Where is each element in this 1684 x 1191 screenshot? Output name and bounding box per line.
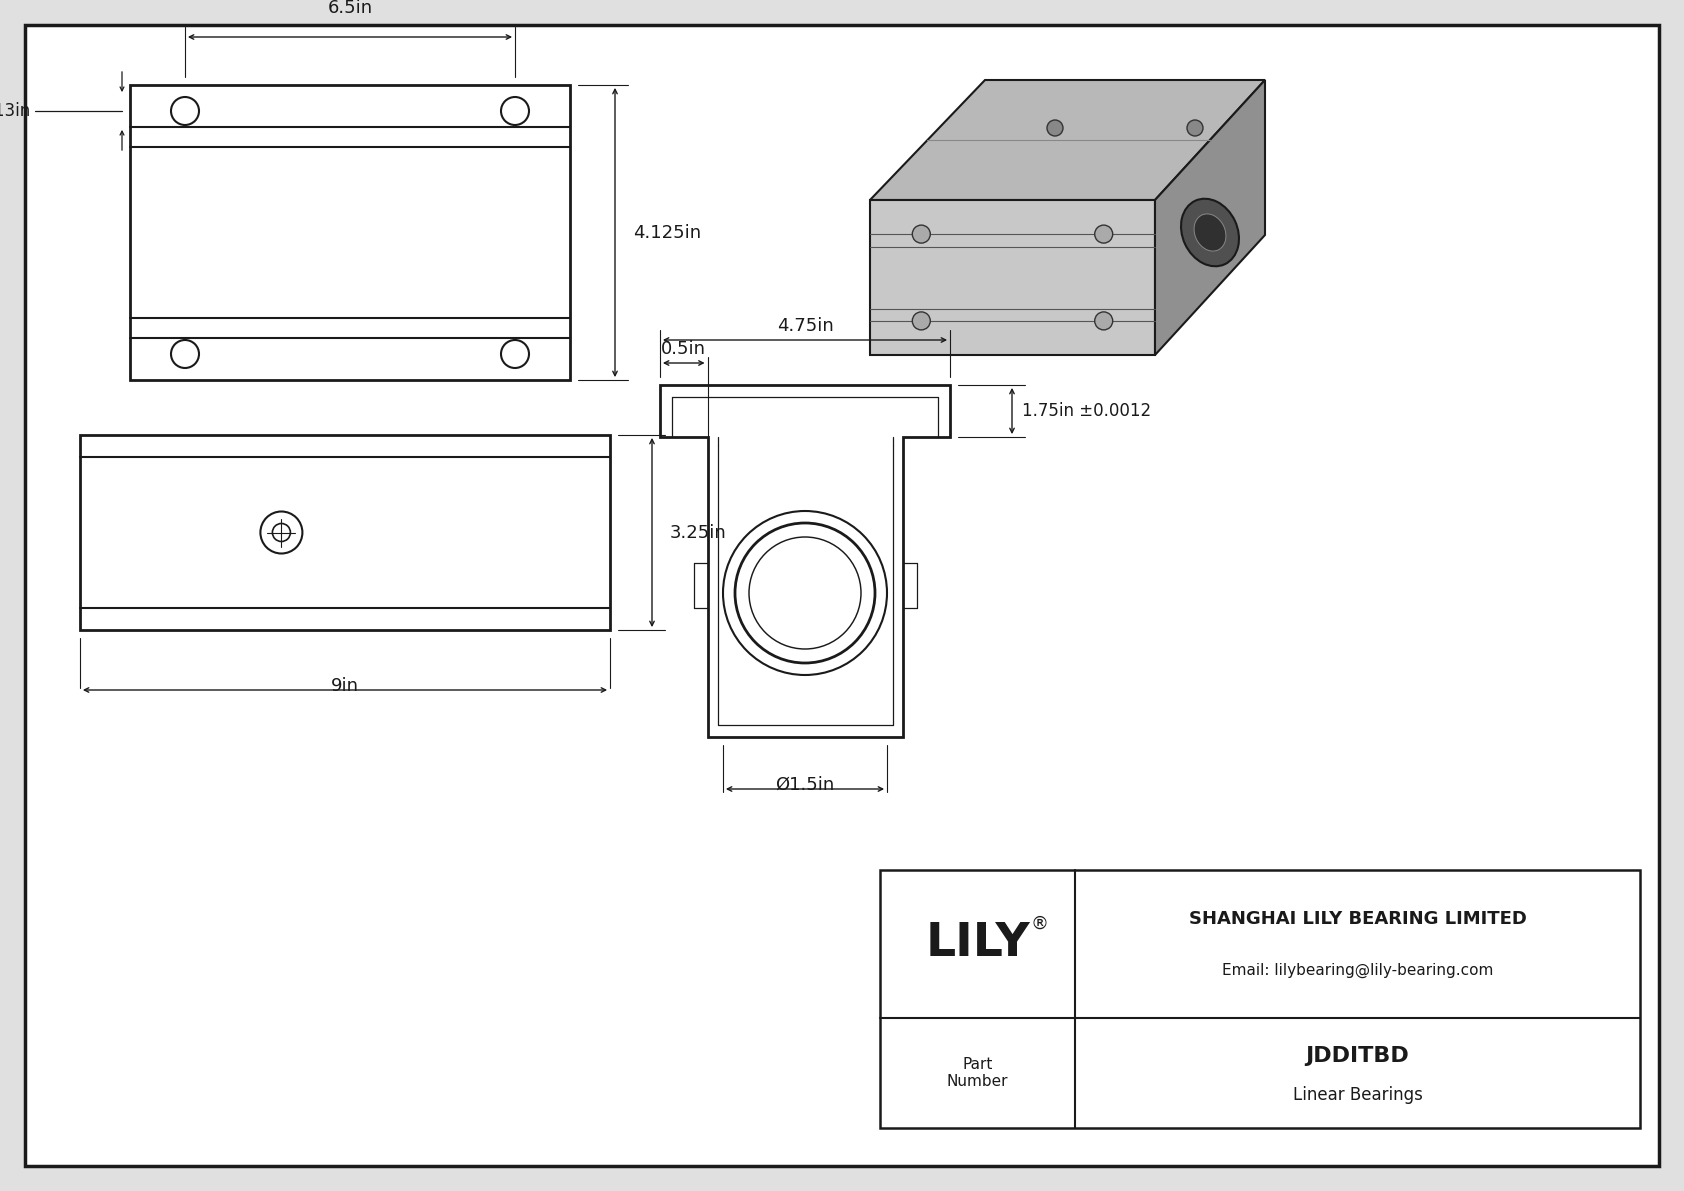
Ellipse shape [1194,214,1226,251]
Text: Email: lilybearing@lily-bearing.com: Email: lilybearing@lily-bearing.com [1223,964,1494,978]
Bar [130,85,569,380]
Text: 1.75in ±0.0012: 1.75in ±0.0012 [1022,403,1152,420]
Circle shape [1047,120,1063,136]
Bar [881,869,1640,1128]
Polygon shape [871,80,1265,200]
Circle shape [1187,120,1202,136]
Text: ®: ® [1031,915,1049,933]
Text: 0.5in: 0.5in [662,339,706,358]
Text: 4.125in: 4.125in [633,224,701,242]
Text: Ø1.5in: Ø1.5in [775,777,835,794]
Polygon shape [871,200,1155,355]
Ellipse shape [1180,199,1239,267]
Text: Linear Bearings: Linear Bearings [1293,1086,1423,1104]
Circle shape [1095,312,1113,330]
Text: LILY: LILY [925,922,1031,967]
Circle shape [913,312,930,330]
Circle shape [1095,225,1113,243]
Text: Ø0.2813in: Ø0.2813in [0,102,30,120]
Text: 4.75in: 4.75in [776,317,834,335]
Text: 9in: 9in [332,676,359,696]
Text: Part
Number: Part Number [946,1056,1009,1090]
Circle shape [913,225,930,243]
Text: 6.5in: 6.5in [327,0,372,17]
Text: 3.25in: 3.25in [670,524,727,542]
Text: JDDITBD: JDDITBD [1305,1047,1410,1066]
Text: SHANGHAI LILY BEARING LIMITED: SHANGHAI LILY BEARING LIMITED [1189,910,1526,928]
Bar [81,435,610,630]
Polygon shape [1155,80,1265,355]
